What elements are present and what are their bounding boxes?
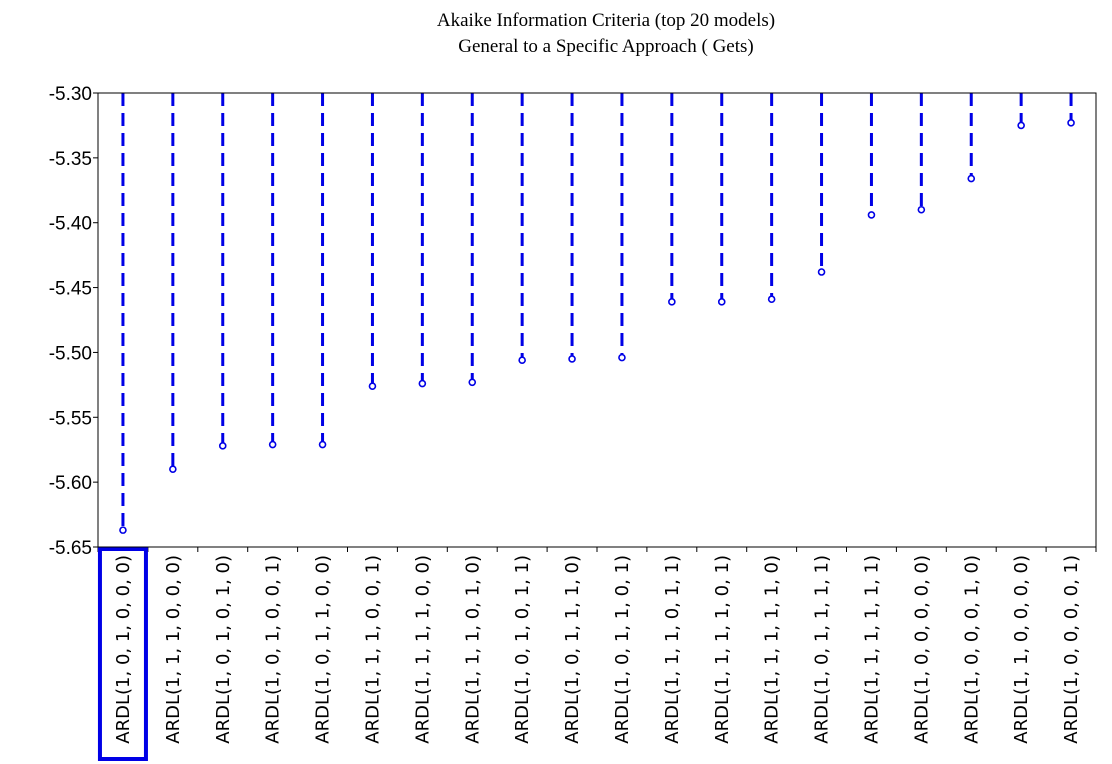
y-axis: -5.30 -5.35 -5.40 -5.45 -5.50 -5.55 -5.60 -5.65: [49, 84, 98, 559]
y-tick-label: -5.55: [49, 408, 92, 429]
chart-title: Akaike Information Criteria (top 20 mode…: [437, 10, 775, 31]
x-category-label: ARDL(1, 0, 0, 0, 0, 1): [1061, 555, 1082, 744]
y-tick-label: -5.35: [49, 149, 92, 170]
x-category-label: ARDL(1, 1, 1, 0, 0, 0): [163, 555, 184, 744]
x-category-label: ARDL(1, 1, 1, 0, 1, 1): [662, 555, 683, 744]
lollipop-point: [867, 211, 876, 219]
x-category-label: ARDL(1, 0, 1, 0, 1, 1): [512, 555, 533, 744]
lollipop-point: [1017, 121, 1025, 130]
lollipop-point: [418, 379, 427, 388]
x-category-label: ARDL(1, 1, 0, 0, 0, 0): [1011, 555, 1032, 744]
x-category-label: ARDL(1, 0, 0, 0, 1, 0): [961, 555, 982, 744]
x-axis: ARDL(1, 0, 1, 0, 0, 0) ARDL(1, 1, 1, 0, 0…: [97, 547, 1097, 761]
chart-subtitle: General to a Specific Approach ( Gets): [458, 36, 753, 57]
x-category-label: ARDL(1, 1, 1, 1, 1, 1): [861, 555, 882, 744]
data-series: [119, 93, 1075, 534]
x-category-label: ARDL(1, 0, 1, 0, 0, 0): [113, 555, 134, 744]
x-category-label: ARDL(1, 1, 1, 0, 1, 0): [462, 555, 483, 744]
x-category-label: ARDL(1, 0, 1, 0, 0, 1): [263, 555, 284, 744]
lollipop-point: [568, 355, 576, 363]
x-category-label: ARDL(1, 0, 1, 0, 1, 0): [213, 555, 234, 744]
y-tick-label: -5.40: [49, 214, 92, 235]
y-tick-label: -5.30: [49, 84, 92, 105]
lollipop-point: [767, 295, 776, 304]
lollipop-point: [268, 440, 277, 449]
lollipop-point: [618, 353, 626, 362]
y-tick-label: -5.45: [49, 279, 92, 300]
x-category-label: ARDL(1, 1, 1, 1, 1, 0): [762, 555, 783, 744]
x-category-label: ARDL(1, 1, 1, 1, 0, 0): [412, 555, 433, 744]
x-category-label: ARDL(1, 0, 1, 1, 0, 1): [612, 555, 633, 744]
x-category-label: ARDL(1, 0, 0, 0, 0, 0): [911, 555, 932, 744]
x-category-label: ARDL(1, 0, 1, 1, 1, 0): [562, 555, 583, 744]
lollipop-point: [119, 526, 127, 534]
x-category-label: ARDL(1, 1, 1, 1, 0, 1): [712, 555, 733, 744]
x-category-label: ARDL(1, 0, 1, 1, 1, 1): [812, 555, 833, 744]
plot-area-frame: [97, 92, 1097, 548]
lollipop-point: [817, 268, 826, 276]
lollipop-point: [169, 465, 177, 473]
y-tick-label: -5.60: [49, 473, 92, 494]
x-category-label: ARDL(1, 0, 1, 1, 0, 0): [313, 555, 334, 744]
highlight-box: [97, 547, 148, 761]
lollipop-point: [1067, 119, 1075, 127]
y-tick-label: -5.50: [49, 343, 92, 364]
x-category-label: ARDL(1, 1, 1, 0, 0, 1): [362, 555, 383, 744]
lollipop-point: [717, 298, 726, 306]
lollipop-point: [468, 378, 477, 387]
lollipop-point: [318, 440, 327, 449]
lollipop-point: [368, 382, 377, 390]
lollipop-point: [668, 298, 676, 306]
y-tick-label: -5.65: [49, 538, 92, 559]
lollipop-point: [218, 442, 227, 450]
lollipop-point: [917, 205, 926, 214]
lollipop-point: [518, 356, 526, 365]
lollipop-point: [967, 174, 976, 183]
